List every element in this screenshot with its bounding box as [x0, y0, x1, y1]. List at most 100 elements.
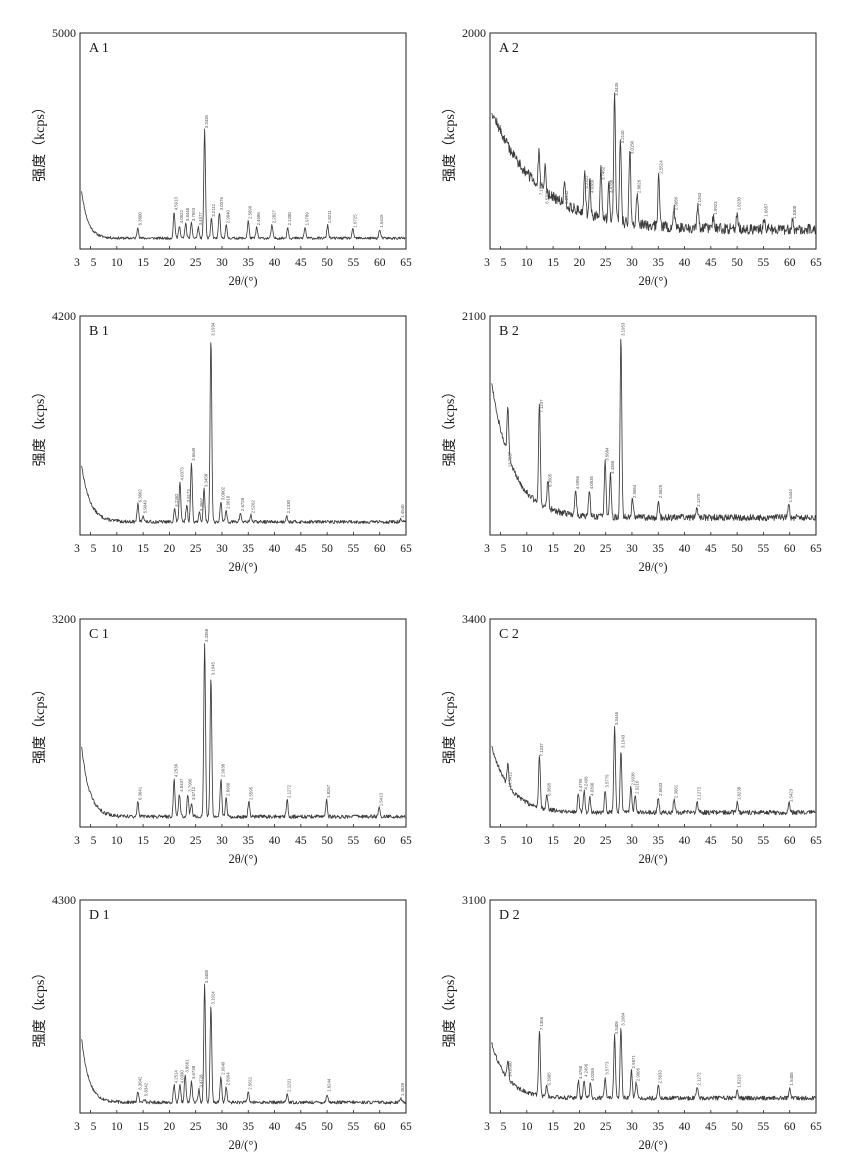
x-tick-label: 30	[626, 1121, 638, 1133]
peak-label: 4.0390	[589, 782, 594, 796]
x-tick-label: 50	[321, 543, 333, 555]
xrd-trace	[81, 128, 406, 240]
x-tick-label: 65	[810, 1121, 822, 1133]
x-tick-label: 40	[269, 257, 281, 269]
panel-label: C 1	[89, 627, 109, 642]
peak-label: 3.6738	[191, 1065, 196, 1079]
peak-label: 2.5262	[250, 500, 255, 514]
peak-label: 4.2514	[174, 1070, 179, 1084]
x-tick-label: 55	[758, 543, 770, 555]
x-tick-label: 25	[190, 1121, 202, 1133]
peak-label: 1.5413	[379, 793, 384, 807]
x-tick-label: 10	[111, 1121, 123, 1133]
peak-label: 1.8230	[737, 197, 742, 211]
x-tick-label: 15	[547, 543, 559, 555]
panel-label: D 2	[499, 908, 520, 923]
x-tick-label: 30	[216, 543, 228, 555]
x-tick-label: 45	[705, 543, 717, 555]
x-tick-label: 50	[731, 543, 743, 555]
peak-label: 4.0535	[589, 475, 594, 489]
peak-label: 1.4528	[400, 1082, 405, 1096]
panel-d2: D 2 3100 强度（kcps） 3 5 10 15 20 25 30 35 40 45 50 55 60 6…	[442, 893, 822, 1152]
x-tick-label: 25	[600, 257, 612, 269]
peak-label: 6.3695	[546, 782, 551, 796]
peak-label: 1.8238	[737, 786, 742, 800]
x-tick-label: 5	[91, 543, 97, 555]
peak-label: 1.8257	[326, 784, 331, 798]
x-tick-label: 25	[190, 835, 202, 847]
x-tick-label: 3	[484, 257, 490, 269]
x-axis-label: 2θ/(°)	[638, 274, 667, 288]
peak-label: 2.9664	[632, 484, 637, 498]
peak-label: 4.2362	[174, 493, 179, 507]
plot-frame	[79, 618, 407, 828]
x-tick-label: 40	[679, 835, 691, 847]
peak-label: 2.1272	[697, 786, 702, 800]
peak-label: 2.9040	[226, 209, 231, 223]
peak-label: 1.5408	[789, 1072, 794, 1086]
y-axis-label: 强度（kcps）	[32, 100, 48, 182]
x-tick-label: 35	[653, 835, 665, 847]
x-tick-label: 45	[295, 257, 307, 269]
peak-label: 4.5913	[174, 197, 179, 211]
x-tick-label: 35	[243, 835, 255, 847]
peak-label: 13.7537	[507, 451, 512, 467]
x-tick-label: 15	[137, 257, 149, 269]
x-tick-label: 65	[400, 257, 412, 269]
x-tick-label: 60	[784, 835, 796, 847]
peak-label: 3.3435	[204, 114, 209, 128]
peak-label: 2.8826	[637, 179, 642, 193]
x-tick-label: 35	[653, 257, 665, 269]
xrd-trace	[81, 983, 406, 1105]
x-tick-label: 35	[243, 257, 255, 269]
peak-label: 4.2496	[584, 1063, 589, 1077]
peak-label: 3.3408	[204, 969, 209, 983]
x-tick-label: 5	[91, 1121, 97, 1133]
panel-label: D 1	[89, 908, 110, 923]
x-tick-label: 10	[521, 543, 533, 555]
x-tick-label: 45	[295, 543, 307, 555]
x-tick-label: 25	[190, 543, 202, 555]
x-tick-label: 10	[111, 257, 123, 269]
peak-label: 3.1924	[210, 991, 215, 1005]
x-tick-label: 3	[74, 257, 80, 269]
peak-label: 4.0522	[179, 209, 184, 223]
x-tick-label: 45	[705, 835, 717, 847]
xrd-trace	[491, 1028, 816, 1101]
peak-label: 3.6649	[191, 447, 196, 461]
peak-label: 1.9923	[713, 201, 718, 215]
x-tick-label: 5	[501, 835, 507, 847]
x-tick-label: 55	[758, 1121, 770, 1133]
xrd-trace	[491, 725, 816, 816]
x-tick-label: 3	[484, 835, 490, 847]
peak-label: 3.7593	[191, 207, 196, 221]
x-tick-label: 15	[137, 1121, 149, 1133]
peak-label: 4.0437	[179, 778, 184, 792]
peak-label: 2.8994	[226, 1072, 231, 1086]
x-tick-label: 50	[731, 835, 743, 847]
y-axis-label: 强度（kcps）	[442, 100, 458, 182]
peak-label: 2.1291	[287, 1078, 292, 1092]
peak-label: 2.9210	[635, 780, 640, 794]
x-tick-label: 20	[164, 1121, 176, 1133]
peak-label: 2.3668	[674, 197, 679, 211]
y-max-label: 4300	[52, 893, 76, 907]
x-tick-label: 30	[216, 257, 228, 269]
peak-label: 2.5524	[658, 160, 663, 174]
y-axis-label: 强度（kcps）	[32, 682, 48, 764]
y-axis-label: 强度（kcps）	[32, 385, 48, 467]
peak-label: 3.3435	[614, 82, 619, 96]
peak-label: 5.9049	[143, 500, 148, 514]
peak-label: 3.4366	[610, 460, 615, 474]
peak-label: 2.1263	[697, 192, 702, 206]
x-tick-label: 50	[731, 1121, 743, 1133]
x-tick-label: 3	[74, 1121, 80, 1133]
peak-label: 1.8211	[327, 210, 332, 223]
peak-label: 2.5696	[248, 205, 253, 219]
peak-label: 3.1934	[210, 322, 215, 336]
peak-label: 2.1272	[287, 784, 292, 798]
peak-label: 6.3600	[137, 212, 142, 226]
x-tick-label: 60	[374, 835, 386, 847]
peak-label: 1.5300	[792, 205, 797, 219]
peak-label: 1.6657	[763, 203, 768, 217]
